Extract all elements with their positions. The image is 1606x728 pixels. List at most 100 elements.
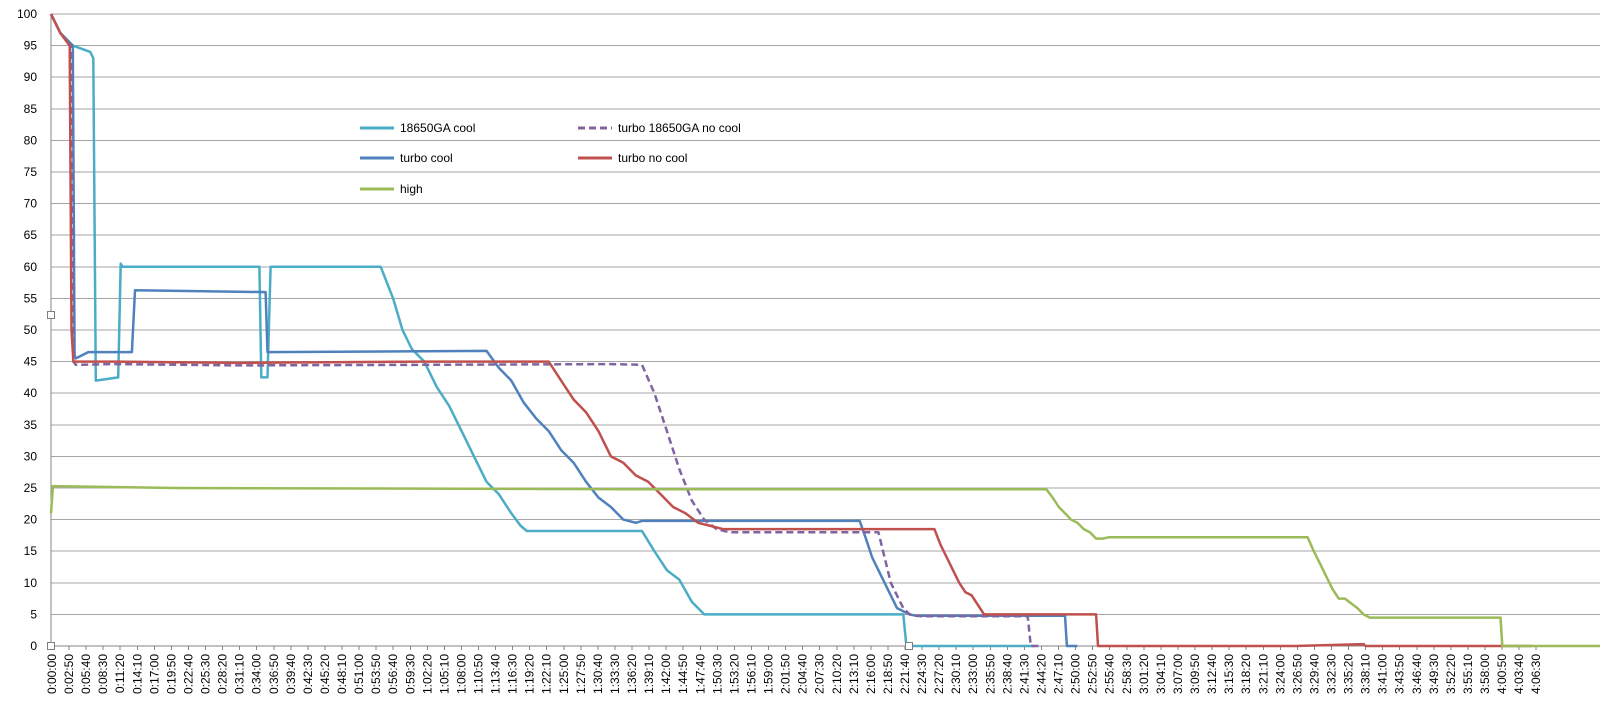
- x-tick-label: 1:13:40: [489, 654, 503, 694]
- resize-handle[interactable]: [47, 642, 55, 650]
- x-tick-label: 3:12:40: [1205, 654, 1219, 694]
- x-tick-label: 2:47:10: [1052, 654, 1066, 694]
- x-tick-label: 0:36:50: [267, 654, 281, 694]
- x-tick-label: 1:39:10: [642, 654, 656, 694]
- x-tick-label: 0:19:50: [164, 654, 178, 694]
- y-tick-label: 20: [24, 513, 38, 527]
- y-tick-label: 25: [24, 481, 38, 495]
- x-tick-label: 2:41:30: [1017, 654, 1031, 694]
- x-tick-label: 1:16:30: [506, 654, 520, 694]
- x-tick-label: 3:01:20: [1137, 654, 1151, 694]
- x-tick-label: 0:53:50: [369, 654, 383, 694]
- x-tick-label: 2:35:50: [983, 654, 997, 694]
- x-tick-label: 1:08:00: [454, 654, 468, 694]
- x-tick-label: 2:33:00: [966, 654, 980, 694]
- x-tick-label: 1:30:40: [591, 654, 605, 694]
- y-tick-label: 65: [24, 228, 38, 242]
- x-tick-label: 3:09:50: [1188, 654, 1202, 694]
- y-tick-label: 90: [24, 70, 38, 84]
- x-tick-label: 3:35:20: [1342, 654, 1356, 694]
- x-tick-label: 1:25:00: [557, 654, 571, 694]
- x-tick-label: 0:05:40: [79, 654, 93, 694]
- y-tick-label: 50: [24, 323, 38, 337]
- legend: 18650GA cool turbo cool turbo 18650GA no c…: [360, 121, 741, 196]
- x-tick-label: 2:44:20: [1034, 654, 1048, 694]
- x-tick-label: 3:07:00: [1171, 654, 1185, 694]
- x-tick-label: 0:17:00: [147, 654, 161, 694]
- y-tick-label: 15: [24, 544, 38, 558]
- resize-handle[interactable]: [47, 311, 55, 319]
- legend-label: turbo no cool: [618, 151, 687, 165]
- x-tick-label: 1:36:20: [625, 654, 639, 694]
- x-tick-label: 0:42:30: [301, 654, 315, 694]
- x-tick-label: 1:50:30: [710, 654, 724, 694]
- x-tick-label: 1:59:00: [762, 654, 776, 694]
- x-tick-label: 2:01:50: [779, 654, 793, 694]
- x-tick-label: 0:22:40: [181, 654, 195, 694]
- y-tick-label: 30: [24, 449, 38, 463]
- x-tick-label: 0:48:10: [335, 654, 349, 694]
- x-tick-label: 1:53:20: [727, 654, 741, 694]
- y-tick-label: 70: [24, 197, 38, 211]
- x-tick-label: 2:24:30: [915, 654, 929, 694]
- x-tick-label: 2:04:40: [796, 654, 810, 694]
- series-line-18650ga-cool: [49, 13, 1034, 648]
- x-tick-label: 3:32:30: [1325, 654, 1339, 694]
- x-tick-label: 4:03:40: [1512, 654, 1526, 694]
- y-tick-label: 40: [24, 386, 38, 400]
- x-tick-label: 2:27:20: [932, 654, 946, 694]
- x-tick-label: 0:45:20: [318, 654, 332, 694]
- y-tick-label: 95: [24, 39, 38, 53]
- series-line-turbo-no-cool: [49, 13, 1532, 648]
- x-tick-label: 0:51:00: [352, 654, 366, 694]
- y-tick-label: 75: [24, 165, 38, 179]
- y-tick-label: 80: [24, 133, 38, 147]
- selection-handles[interactable]: [47, 311, 913, 650]
- resize-handle[interactable]: [905, 642, 913, 650]
- x-tick-label: 1:44:50: [676, 654, 690, 694]
- x-tick-label: 3:04:10: [1154, 654, 1168, 694]
- x-tick-label: 3:18:20: [1239, 654, 1253, 694]
- x-tick-label: 3:55:10: [1461, 654, 1475, 694]
- x-tick-label: 1:56:10: [744, 654, 758, 694]
- y-tick-label: 0: [30, 639, 37, 653]
- x-tick-label: 2:58:30: [1120, 654, 1134, 694]
- x-tick-label: 3:26:50: [1290, 654, 1304, 694]
- legend-label: turbo cool: [400, 151, 453, 165]
- y-tick-label: 5: [30, 607, 37, 621]
- x-tick-label: 2:50:00: [1069, 654, 1083, 694]
- y-tick-label: 35: [24, 418, 38, 432]
- x-tick-label: 3:15:30: [1222, 654, 1236, 694]
- x-tick-label: 0:08:30: [96, 654, 110, 694]
- x-tick-label: 0:14:10: [130, 654, 144, 694]
- legend-label: 18650GA cool: [400, 121, 475, 135]
- y-tick-label: 10: [24, 576, 38, 590]
- y-tick-label: 45: [24, 355, 38, 369]
- x-tick-label: 1:10:50: [472, 654, 486, 694]
- x-tick-label: 0:56:40: [386, 654, 400, 694]
- y-tick-label: 85: [24, 102, 38, 116]
- x-tick-label: 0:02:50: [62, 654, 76, 694]
- x-tick-label: 2:16:00: [864, 654, 878, 694]
- y-tick-label: 60: [24, 260, 38, 274]
- legend-label: high: [400, 182, 423, 196]
- y-tick-label: 55: [24, 291, 38, 305]
- x-tick-label: 2:55:40: [1103, 654, 1117, 694]
- x-tick-label: 0:25:30: [199, 654, 213, 694]
- series-line-high: [49, 484, 1600, 648]
- series-lines: [49, 13, 1600, 648]
- x-axis-tick-labels: 0:00:00 0:02:50 0:05:40 0:08:30 0:11:20 0:14:…: [45, 646, 1543, 694]
- x-tick-label: 1:02:20: [420, 654, 434, 694]
- x-tick-label: 0:34:00: [250, 654, 264, 694]
- x-tick-label: 4:00:50: [1495, 654, 1509, 694]
- x-tick-label: 1:42:00: [659, 654, 673, 694]
- x-tick-label: 0:59:30: [403, 654, 417, 694]
- x-tick-label: 3:38:10: [1359, 654, 1373, 694]
- series-line-turbo-18650ga-no-cool: [49, 13, 1041, 648]
- x-tick-label: 0:31:10: [233, 654, 247, 694]
- x-tick-label: 2:38:40: [1000, 654, 1014, 694]
- legend-label: turbo 18650GA no cool: [618, 121, 741, 135]
- x-tick-label: 1:05:10: [437, 654, 451, 694]
- x-tick-label: 3:49:30: [1427, 654, 1441, 694]
